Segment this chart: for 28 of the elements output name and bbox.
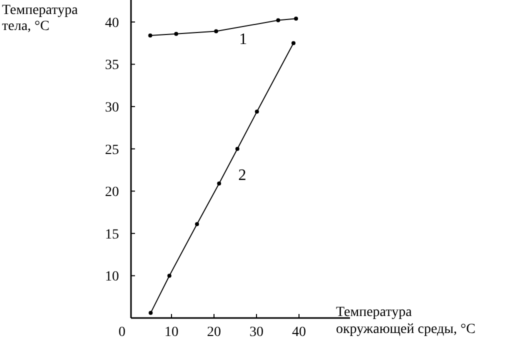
point — [148, 310, 153, 315]
series-label: 1 — [239, 30, 248, 48]
y-tick-label: 10 — [105, 270, 119, 285]
series-label: 2 — [238, 167, 246, 184]
point — [276, 18, 280, 22]
point — [291, 41, 296, 46]
point — [217, 182, 222, 186]
x-tick-label: 20 — [207, 325, 221, 340]
y-tick-label: 20 — [105, 185, 119, 200]
y-tick-label: 30 — [105, 100, 119, 116]
x-tick-label: 0 — [118, 325, 126, 340]
point — [148, 34, 152, 38]
point — [174, 32, 178, 36]
x-tick-label: 40 — [292, 325, 306, 340]
y-tick-label: 25 — [105, 142, 119, 158]
x-tick-label: 10 — [164, 325, 178, 340]
x-axis-title: Температура окружающей среды, °C — [336, 305, 476, 337]
y-tick-label: 15 — [105, 227, 119, 242]
point — [254, 110, 259, 114]
x-tick-label: 30 — [250, 325, 264, 340]
point — [214, 29, 218, 34]
y-axis-title: Температура тела, °C — [2, 3, 79, 34]
point — [167, 274, 172, 278]
y-tick-label: 35 — [105, 58, 119, 74]
point — [294, 16, 298, 21]
point — [235, 146, 240, 151]
point — [195, 222, 199, 226]
y-tick-label: 40 — [105, 16, 119, 31]
